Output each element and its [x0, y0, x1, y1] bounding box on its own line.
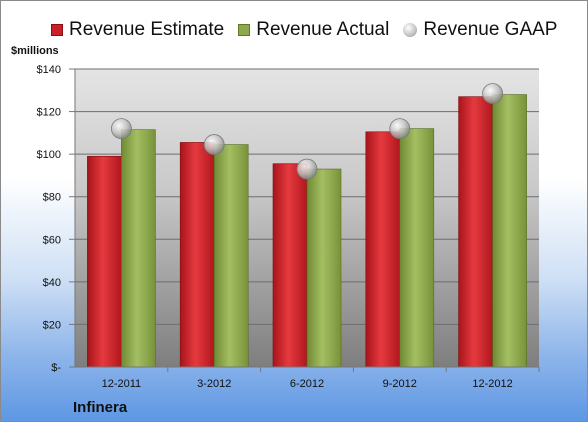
legend-label-estimate: Revenue Estimate	[69, 19, 225, 40]
bar-revenue-estimate	[458, 96, 493, 368]
marker-revenue-gaap	[482, 83, 504, 104]
bar-revenue-estimate	[179, 142, 215, 368]
chart-legend: Revenue Estimate Revenue Actual Revenue …	[51, 17, 557, 43]
y-tick-label: $100	[37, 149, 61, 161]
company-name: Infinera	[73, 399, 128, 416]
bar-revenue-estimate	[87, 155, 122, 368]
bar-revenue-actual	[306, 168, 342, 368]
y-tick-label: $40	[43, 277, 61, 289]
y-tick-label: $120	[37, 107, 61, 119]
x-tick-label: 12-2012	[472, 378, 512, 390]
x-tick-label: 9-2012	[383, 378, 417, 390]
legend-label-gaap: Revenue GAAP	[423, 19, 558, 40]
x-tick-label: 6-2012	[290, 378, 324, 390]
bar-revenue-actual	[121, 129, 156, 368]
y-axis-units-label: $millions	[11, 45, 59, 57]
x-tick-label: 12-2011	[102, 378, 142, 390]
marker-revenue-gaap	[111, 118, 132, 139]
legend-item-actual: Revenue Actual	[238, 19, 389, 41]
bar-revenue-actual	[492, 94, 527, 368]
legend-swatch-gaap	[403, 23, 418, 37]
marker-revenue-gaap	[296, 158, 318, 180]
y-tick-label: $140	[37, 64, 61, 76]
legend-item-gaap: Revenue GAAP	[403, 19, 557, 41]
y-tick-label: $60	[43, 234, 61, 246]
legend-swatch-actual	[238, 24, 251, 36]
y-tick-label: $-	[51, 362, 61, 374]
bar-revenue-actual	[399, 128, 435, 368]
bar-revenue-estimate	[365, 131, 401, 368]
y-tick-label: $20	[43, 319, 61, 331]
legend-item-estimate: Revenue Estimate	[51, 19, 224, 41]
y-tick-label: $80	[43, 192, 61, 204]
marker-revenue-gaap	[389, 118, 411, 139]
marker-revenue-gaap	[203, 134, 225, 155]
legend-swatch-estimate	[51, 24, 63, 36]
legend-label-actual: Revenue Actual	[256, 19, 390, 40]
x-tick-label: 3-2012	[197, 378, 231, 390]
bar-revenue-actual	[213, 144, 249, 368]
bar-revenue-estimate	[272, 163, 308, 368]
